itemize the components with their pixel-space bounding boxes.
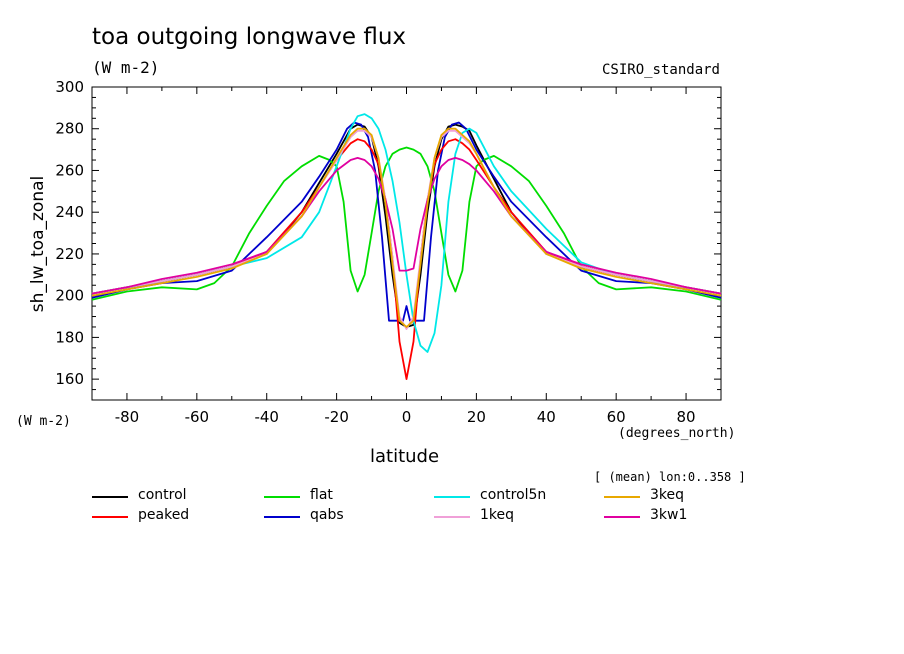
series-line-peaked xyxy=(91,138,722,381)
x-tick-label: 0 xyxy=(402,408,412,426)
y-axis-units: (W m-2) xyxy=(16,414,71,429)
series-line-control5n xyxy=(91,113,722,353)
y-tick-label: 200 xyxy=(55,287,84,305)
legend-label: flat xyxy=(310,487,333,503)
plot-frame xyxy=(91,86,722,401)
legend-swatch xyxy=(604,516,640,518)
series-layer xyxy=(91,113,722,381)
legend-label: 3keq xyxy=(650,487,685,503)
legend-label: peaked xyxy=(138,507,190,523)
y-tick-label: 300 xyxy=(55,78,84,96)
legend-swatch xyxy=(604,496,640,498)
x-tick-label: 40 xyxy=(537,408,556,426)
y-tick-label: 220 xyxy=(55,245,84,263)
legend-swatch xyxy=(92,516,128,518)
series-line-qabs xyxy=(91,121,722,322)
series-line-1keq xyxy=(91,129,722,331)
x-tick-label: -40 xyxy=(254,408,279,426)
legend-label: qabs xyxy=(310,507,344,523)
y-tick-label: 180 xyxy=(55,328,84,346)
x-tick-label: -60 xyxy=(185,408,210,426)
x-tick-label: 80 xyxy=(677,408,696,426)
legend-label: 1keq xyxy=(480,507,515,523)
x-tick-label: 20 xyxy=(467,408,486,426)
subset-label: [ (mean) lon:0..358 ] xyxy=(594,470,746,484)
x-tick-label: 60 xyxy=(607,408,626,426)
y-tick-label: 280 xyxy=(55,120,84,138)
series-line-flat xyxy=(91,146,722,301)
axes: -80 -60 -40 -20 0 20 40 60 80 160 180 200 220 240 260 2… xyxy=(55,78,722,426)
chart-title: toa outgoing longwave flux xyxy=(92,24,407,50)
legend-label: 3kw1 xyxy=(650,507,688,523)
x-tick-label: -80 xyxy=(115,408,140,426)
y-tick-label: 160 xyxy=(55,370,84,388)
x-axis-units: (degrees_north) xyxy=(618,426,736,441)
legend-swatch xyxy=(434,516,470,518)
y-tick-label: 240 xyxy=(55,203,84,221)
x-axis-label: latitude xyxy=(370,446,440,467)
y-tick-label: 260 xyxy=(55,161,84,179)
series-line-control xyxy=(91,123,722,328)
dataset-label: CSIRO_standard xyxy=(601,62,720,78)
legend-swatch xyxy=(264,496,300,498)
x-tick-label: -20 xyxy=(324,408,349,426)
legend-swatch xyxy=(92,496,128,498)
series-line-3keq xyxy=(91,127,722,328)
legend-swatch xyxy=(264,516,300,518)
chart-units: (W m-2) xyxy=(92,58,160,77)
legend-label: control xyxy=(138,487,187,503)
legend-swatch xyxy=(434,496,470,498)
legend-label: control5n xyxy=(480,487,547,503)
